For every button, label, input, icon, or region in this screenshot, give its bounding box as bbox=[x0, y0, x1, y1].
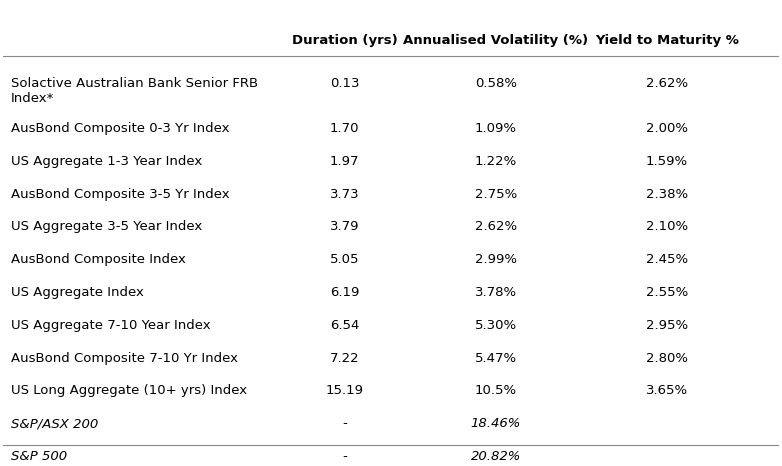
Text: 2.55%: 2.55% bbox=[645, 286, 687, 299]
Text: 2.00%: 2.00% bbox=[646, 122, 687, 135]
Text: AusBond Composite 7-10 Yr Index: AusBond Composite 7-10 Yr Index bbox=[10, 351, 238, 364]
Text: 2.75%: 2.75% bbox=[475, 188, 517, 201]
Text: -: - bbox=[342, 417, 346, 430]
Text: AusBond Composite 3-5 Yr Index: AusBond Composite 3-5 Yr Index bbox=[10, 188, 229, 201]
Text: S&P/ASX 200: S&P/ASX 200 bbox=[10, 417, 98, 430]
Text: 1.70: 1.70 bbox=[330, 122, 359, 135]
Text: US Aggregate 3-5 Year Index: US Aggregate 3-5 Year Index bbox=[10, 220, 202, 233]
Text: 2.10%: 2.10% bbox=[646, 220, 687, 233]
Text: -: - bbox=[342, 450, 346, 463]
Text: 5.30%: 5.30% bbox=[475, 319, 517, 332]
Text: AusBond Composite 0-3 Yr Index: AusBond Composite 0-3 Yr Index bbox=[10, 122, 229, 135]
Text: 20.82%: 20.82% bbox=[471, 450, 521, 463]
Text: US Long Aggregate (10+ yrs) Index: US Long Aggregate (10+ yrs) Index bbox=[10, 384, 246, 397]
Text: 1.59%: 1.59% bbox=[646, 155, 687, 168]
Text: 2.99%: 2.99% bbox=[475, 253, 517, 266]
Text: 0.58%: 0.58% bbox=[475, 77, 517, 90]
Text: 18.46%: 18.46% bbox=[471, 417, 521, 430]
Text: 10.5%: 10.5% bbox=[475, 384, 517, 397]
Text: 2.62%: 2.62% bbox=[475, 220, 517, 233]
Text: 3.73: 3.73 bbox=[329, 188, 359, 201]
Text: US Aggregate Index: US Aggregate Index bbox=[10, 286, 143, 299]
Text: 2.62%: 2.62% bbox=[646, 77, 687, 90]
Text: US Aggregate 1-3 Year Index: US Aggregate 1-3 Year Index bbox=[10, 155, 202, 168]
Text: 2.38%: 2.38% bbox=[646, 188, 687, 201]
Text: 15.19: 15.19 bbox=[325, 384, 364, 397]
Text: Annualised Volatility (%): Annualised Volatility (%) bbox=[404, 34, 588, 47]
Text: 5.47%: 5.47% bbox=[475, 351, 517, 364]
Text: 1.97: 1.97 bbox=[330, 155, 359, 168]
Text: 6.54: 6.54 bbox=[330, 319, 359, 332]
Text: Duration (yrs): Duration (yrs) bbox=[292, 34, 397, 47]
Text: 5.05: 5.05 bbox=[330, 253, 359, 266]
Text: US Aggregate 7-10 Year Index: US Aggregate 7-10 Year Index bbox=[10, 319, 210, 332]
Text: 2.95%: 2.95% bbox=[646, 319, 687, 332]
Text: 3.78%: 3.78% bbox=[475, 286, 517, 299]
Text: 6.19: 6.19 bbox=[330, 286, 359, 299]
Text: Yield to Maturity %: Yield to Maturity % bbox=[594, 34, 738, 47]
Text: 7.22: 7.22 bbox=[329, 351, 359, 364]
Text: Solactive Australian Bank Senior FRB
Index*: Solactive Australian Bank Senior FRB Ind… bbox=[10, 77, 257, 105]
Text: 3.65%: 3.65% bbox=[646, 384, 687, 397]
Text: 2.80%: 2.80% bbox=[646, 351, 687, 364]
Text: 1.22%: 1.22% bbox=[475, 155, 517, 168]
Text: AusBond Composite Index: AusBond Composite Index bbox=[10, 253, 185, 266]
Text: 1.09%: 1.09% bbox=[475, 122, 517, 135]
Text: 2.45%: 2.45% bbox=[646, 253, 687, 266]
Text: 0.13: 0.13 bbox=[330, 77, 359, 90]
Text: S&P 500: S&P 500 bbox=[10, 450, 66, 463]
Text: 3.79: 3.79 bbox=[330, 220, 359, 233]
